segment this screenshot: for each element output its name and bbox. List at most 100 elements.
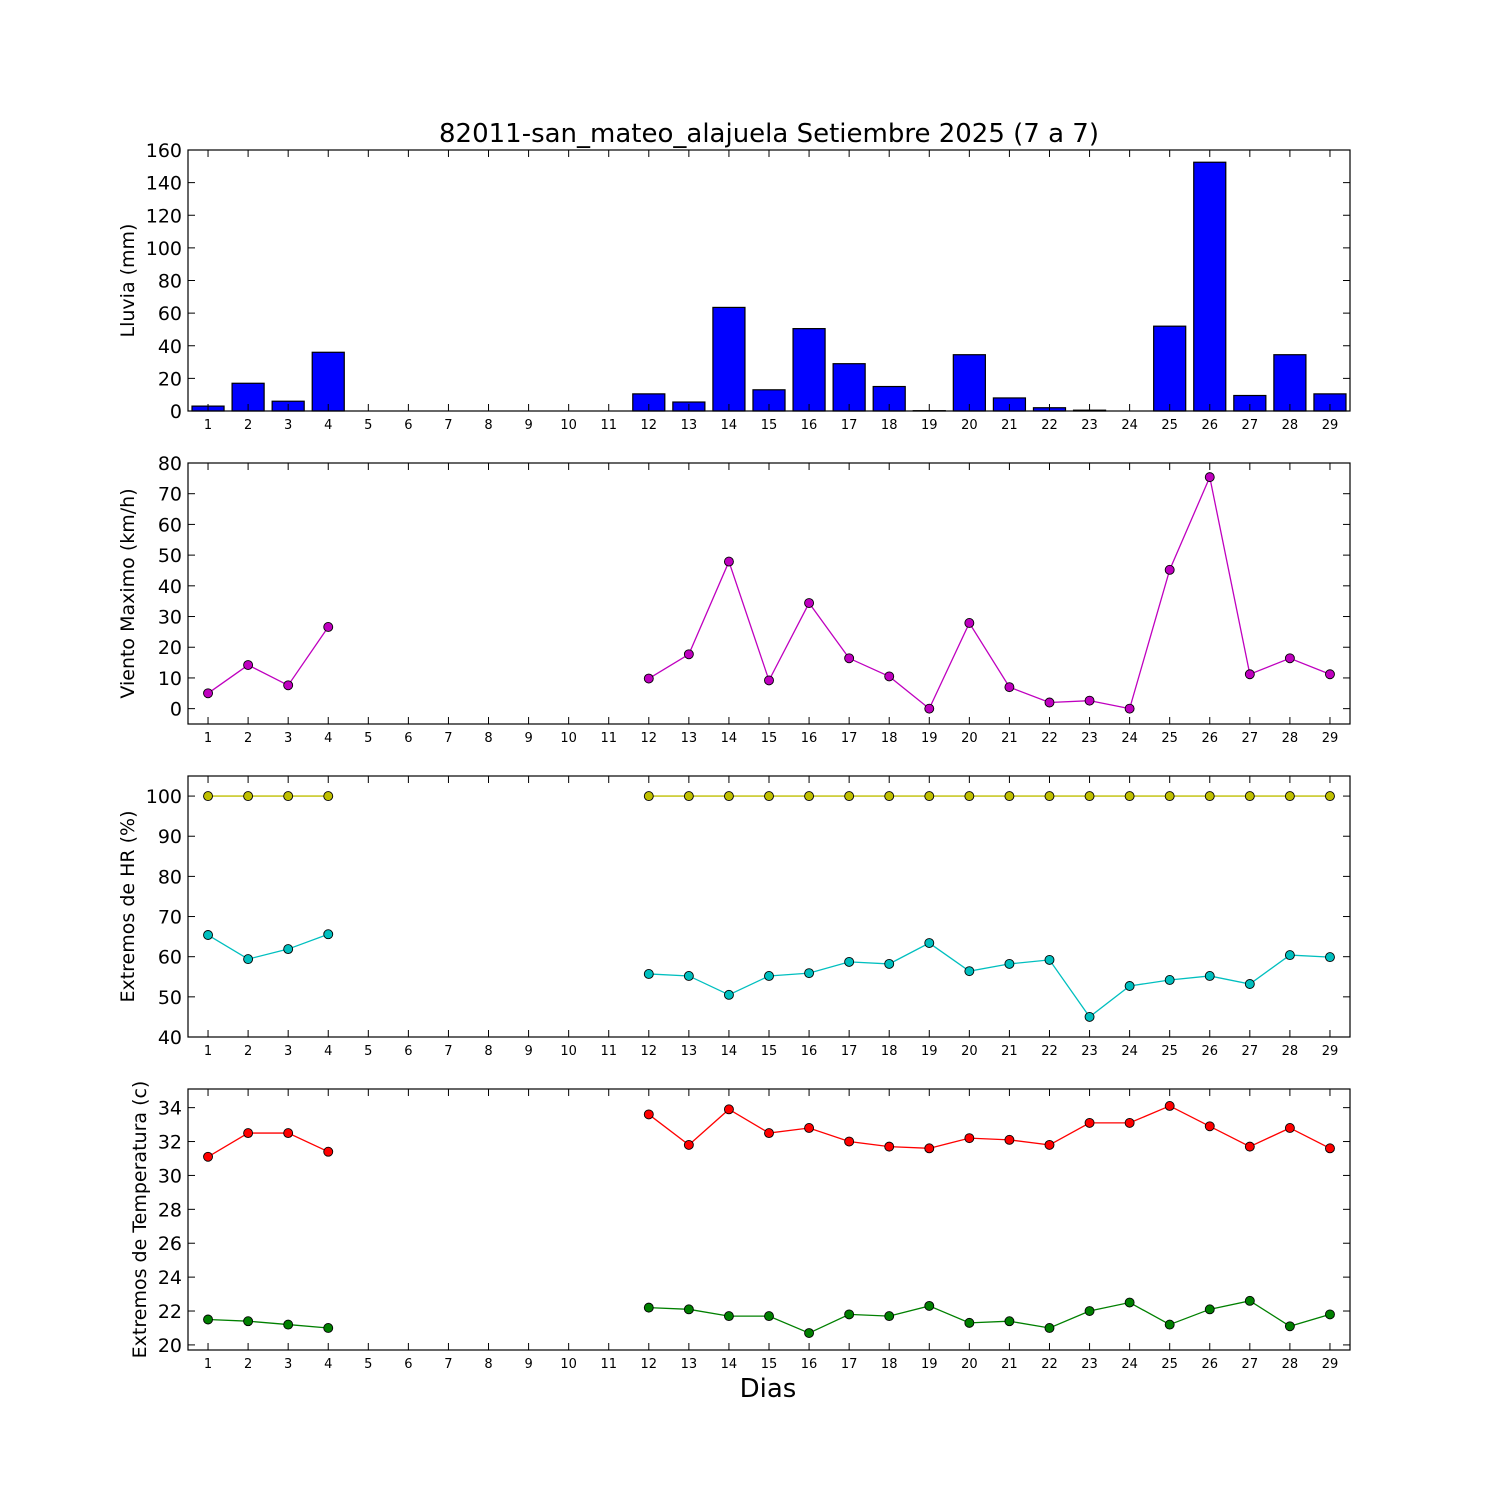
y-tick-label: 100 [146,238,182,260]
y-tick-label: 0 [170,699,182,721]
x-tick-label: 26 [1201,731,1218,746]
point-hr-max-day-29 [1325,792,1334,801]
point-viento-maximo-day-17 [845,654,854,663]
y-tick-label: 70 [158,907,182,929]
point-temp-max-day-20 [965,1134,974,1143]
x-tick-label: 10 [560,1044,577,1059]
point-viento-maximo-day-19 [925,704,934,713]
x-tick-label: 9 [524,1044,532,1059]
point-viento-maximo-day-13 [684,650,693,659]
x-tick-label: 14 [721,731,738,746]
point-temp-min-day-22 [1045,1323,1054,1332]
point-temp-max-day-29 [1325,1144,1334,1153]
point-hr-max-day-18 [885,792,894,801]
point-temp-min-day-14 [724,1312,733,1321]
x-tick-label: 28 [1282,731,1299,746]
x-tick-label: 28 [1282,1357,1299,1372]
x-tick-label: 15 [761,731,778,746]
point-hr-max-day-19 [925,792,934,801]
point-viento-maximo-day-16 [805,599,814,608]
y-tick-label: 24 [158,1267,182,1289]
y-tick-label: 160 [146,140,182,162]
x-tick-label: 5 [364,731,372,746]
x-tick-label: 28 [1282,1044,1299,1059]
x-tick-label: 26 [1201,418,1218,433]
point-temp-min-day-18 [885,1312,894,1321]
point-hr-min-day-29 [1325,953,1334,962]
point-hr-min-day-24 [1125,982,1134,991]
series-line-temp-max [649,1106,1330,1148]
point-hr-min-day-16 [805,969,814,978]
point-viento-maximo-day-23 [1085,696,1094,705]
point-temp-min-day-28 [1285,1322,1294,1331]
x-tick-label: 12 [641,1357,658,1372]
point-temp-max-day-23 [1085,1118,1094,1127]
point-temp-max-day-24 [1125,1118,1134,1127]
x-tick-label: 13 [681,1357,698,1372]
y-tick-label: 60 [158,303,182,325]
point-hr-min-day-27 [1245,979,1254,988]
x-tick-label: 10 [560,1357,577,1372]
x-tick-label: 10 [560,418,577,433]
x-tick-label: 18 [881,1357,898,1372]
series-line-temp-min [208,1319,328,1327]
x-tick-label: 22 [1041,731,1058,746]
series-line-viento-maximo [649,477,1330,709]
point-hr-max-day-22 [1045,792,1054,801]
series-line-temp-min [649,1301,1330,1333]
x-tick-label: 1 [204,731,212,746]
point-temp-min-day-1 [204,1315,213,1324]
point-hr-min-day-3 [284,945,293,954]
point-temp-max-day-22 [1045,1140,1054,1149]
point-viento-maximo-day-25 [1165,565,1174,574]
point-hr-max-day-21 [1005,792,1014,801]
panel-1: 82011-san_mateo_alajuela Setiembre 2025 … [117,119,1350,433]
point-hr-min-day-28 [1285,951,1294,960]
x-tick-label: 25 [1161,731,1178,746]
y-tick-label: 100 [146,786,182,808]
x-tick-label: 8 [484,731,492,746]
bar-day-16 [793,329,825,411]
point-hr-min-day-4 [324,930,333,939]
point-hr-min-day-19 [925,939,934,948]
point-hr-max-day-4 [324,792,333,801]
point-hr-max-day-1 [204,792,213,801]
x-tick-label: 23 [1081,1357,1098,1372]
point-hr-max-day-25 [1165,792,1174,801]
point-temp-max-day-26 [1205,1122,1214,1131]
x-tick-label: 16 [801,418,818,433]
x-tick-label: 19 [921,731,938,746]
x-tick-label: 13 [681,1044,698,1059]
x-tick-label: 26 [1201,1357,1218,1372]
point-temp-min-day-27 [1245,1296,1254,1305]
bar-day-14 [713,307,745,411]
x-tick-label: 7 [444,1357,452,1372]
x-tick-label: 17 [841,731,858,746]
point-temp-min-day-21 [1005,1317,1014,1326]
point-hr-max-day-13 [684,792,693,801]
x-tick-label: 20 [961,418,978,433]
y-tick-label: 30 [158,1165,182,1187]
point-viento-maximo-day-21 [1005,683,1014,692]
x-tick-label: 23 [1081,418,1098,433]
point-temp-max-day-13 [684,1140,693,1149]
x-tick-label: 3 [284,1044,292,1059]
point-temp-min-day-12 [644,1303,653,1312]
series-line-hr-min [649,943,1330,1017]
x-tick-label: 21 [1001,1357,1018,1372]
x-tick-label: 6 [404,1357,412,1372]
point-temp-max-day-15 [765,1129,774,1138]
bar-day-26 [1194,162,1226,411]
x-tick-label: 16 [801,731,818,746]
y-tick-label: 40 [158,1027,182,1049]
x-tick-label: 4 [324,418,332,433]
y-tick-label: 10 [158,668,182,690]
x-tick-label: 12 [641,1044,658,1059]
y-tick-label: 70 [158,484,182,506]
y-tick-label: 80 [158,866,182,888]
x-tick-label: 13 [681,418,698,433]
point-temp-min-day-16 [805,1329,814,1338]
point-temp-min-day-3 [284,1320,293,1329]
